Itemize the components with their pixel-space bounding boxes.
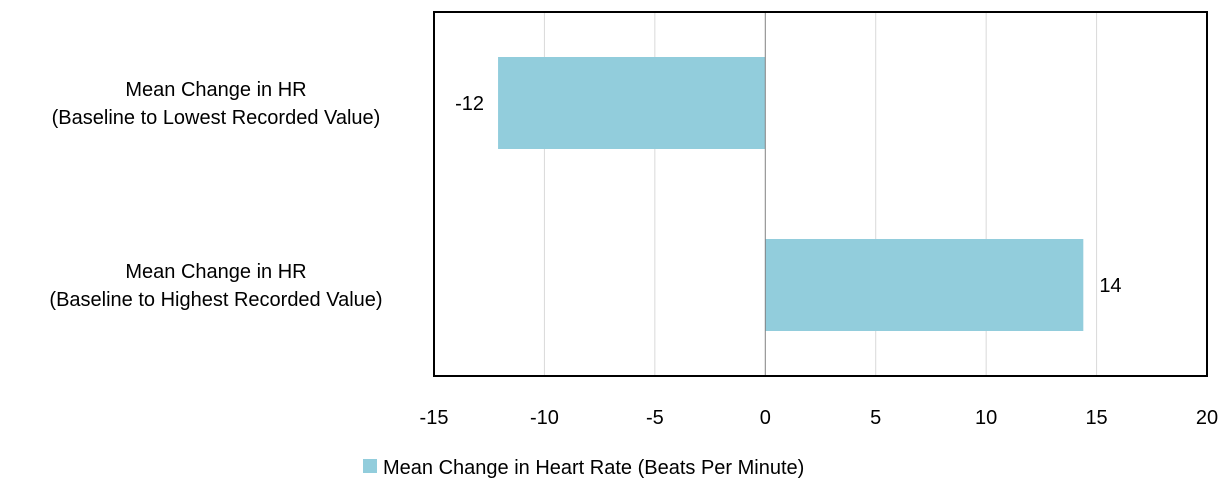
bar xyxy=(498,57,766,149)
data-label: 14 xyxy=(1099,275,1121,297)
x-tick-label: 5 xyxy=(870,407,881,429)
category-label: Mean Change in HR (Baseline to Highest Re… xyxy=(49,261,382,311)
x-tick-label: -10 xyxy=(530,407,559,429)
plot-area: -12 14 -15 -10 -5 0 5 10 15 20 Mean Change in HR (B… xyxy=(49,11,1218,429)
category-label: Mean Change in HR (Baseline to Lowest Rec… xyxy=(52,79,381,129)
bar xyxy=(765,239,1084,331)
x-tick-label: 20 xyxy=(1196,407,1218,429)
legend-swatch xyxy=(363,459,377,473)
x-tick-label: 15 xyxy=(1085,407,1107,429)
category-label-line: (Baseline to Highest Recorded Value) xyxy=(49,289,382,311)
data-label: -12 xyxy=(455,93,484,115)
x-tick-label: -5 xyxy=(646,407,664,429)
x-tick-label: -15 xyxy=(420,407,449,429)
legend: Mean Change in Heart Rate (Beats Per Min… xyxy=(363,457,804,479)
x-tick-label: 10 xyxy=(975,407,997,429)
category-label-line: Mean Change in HR xyxy=(125,79,306,101)
x-tick-label: 0 xyxy=(760,407,771,429)
plot-frame xyxy=(433,11,1208,377)
legend-label: Mean Change in Heart Rate (Beats Per Min… xyxy=(383,457,804,479)
category-label-line: (Baseline to Lowest Recorded Value) xyxy=(52,107,381,129)
category-label-line: Mean Change in HR xyxy=(125,261,306,283)
